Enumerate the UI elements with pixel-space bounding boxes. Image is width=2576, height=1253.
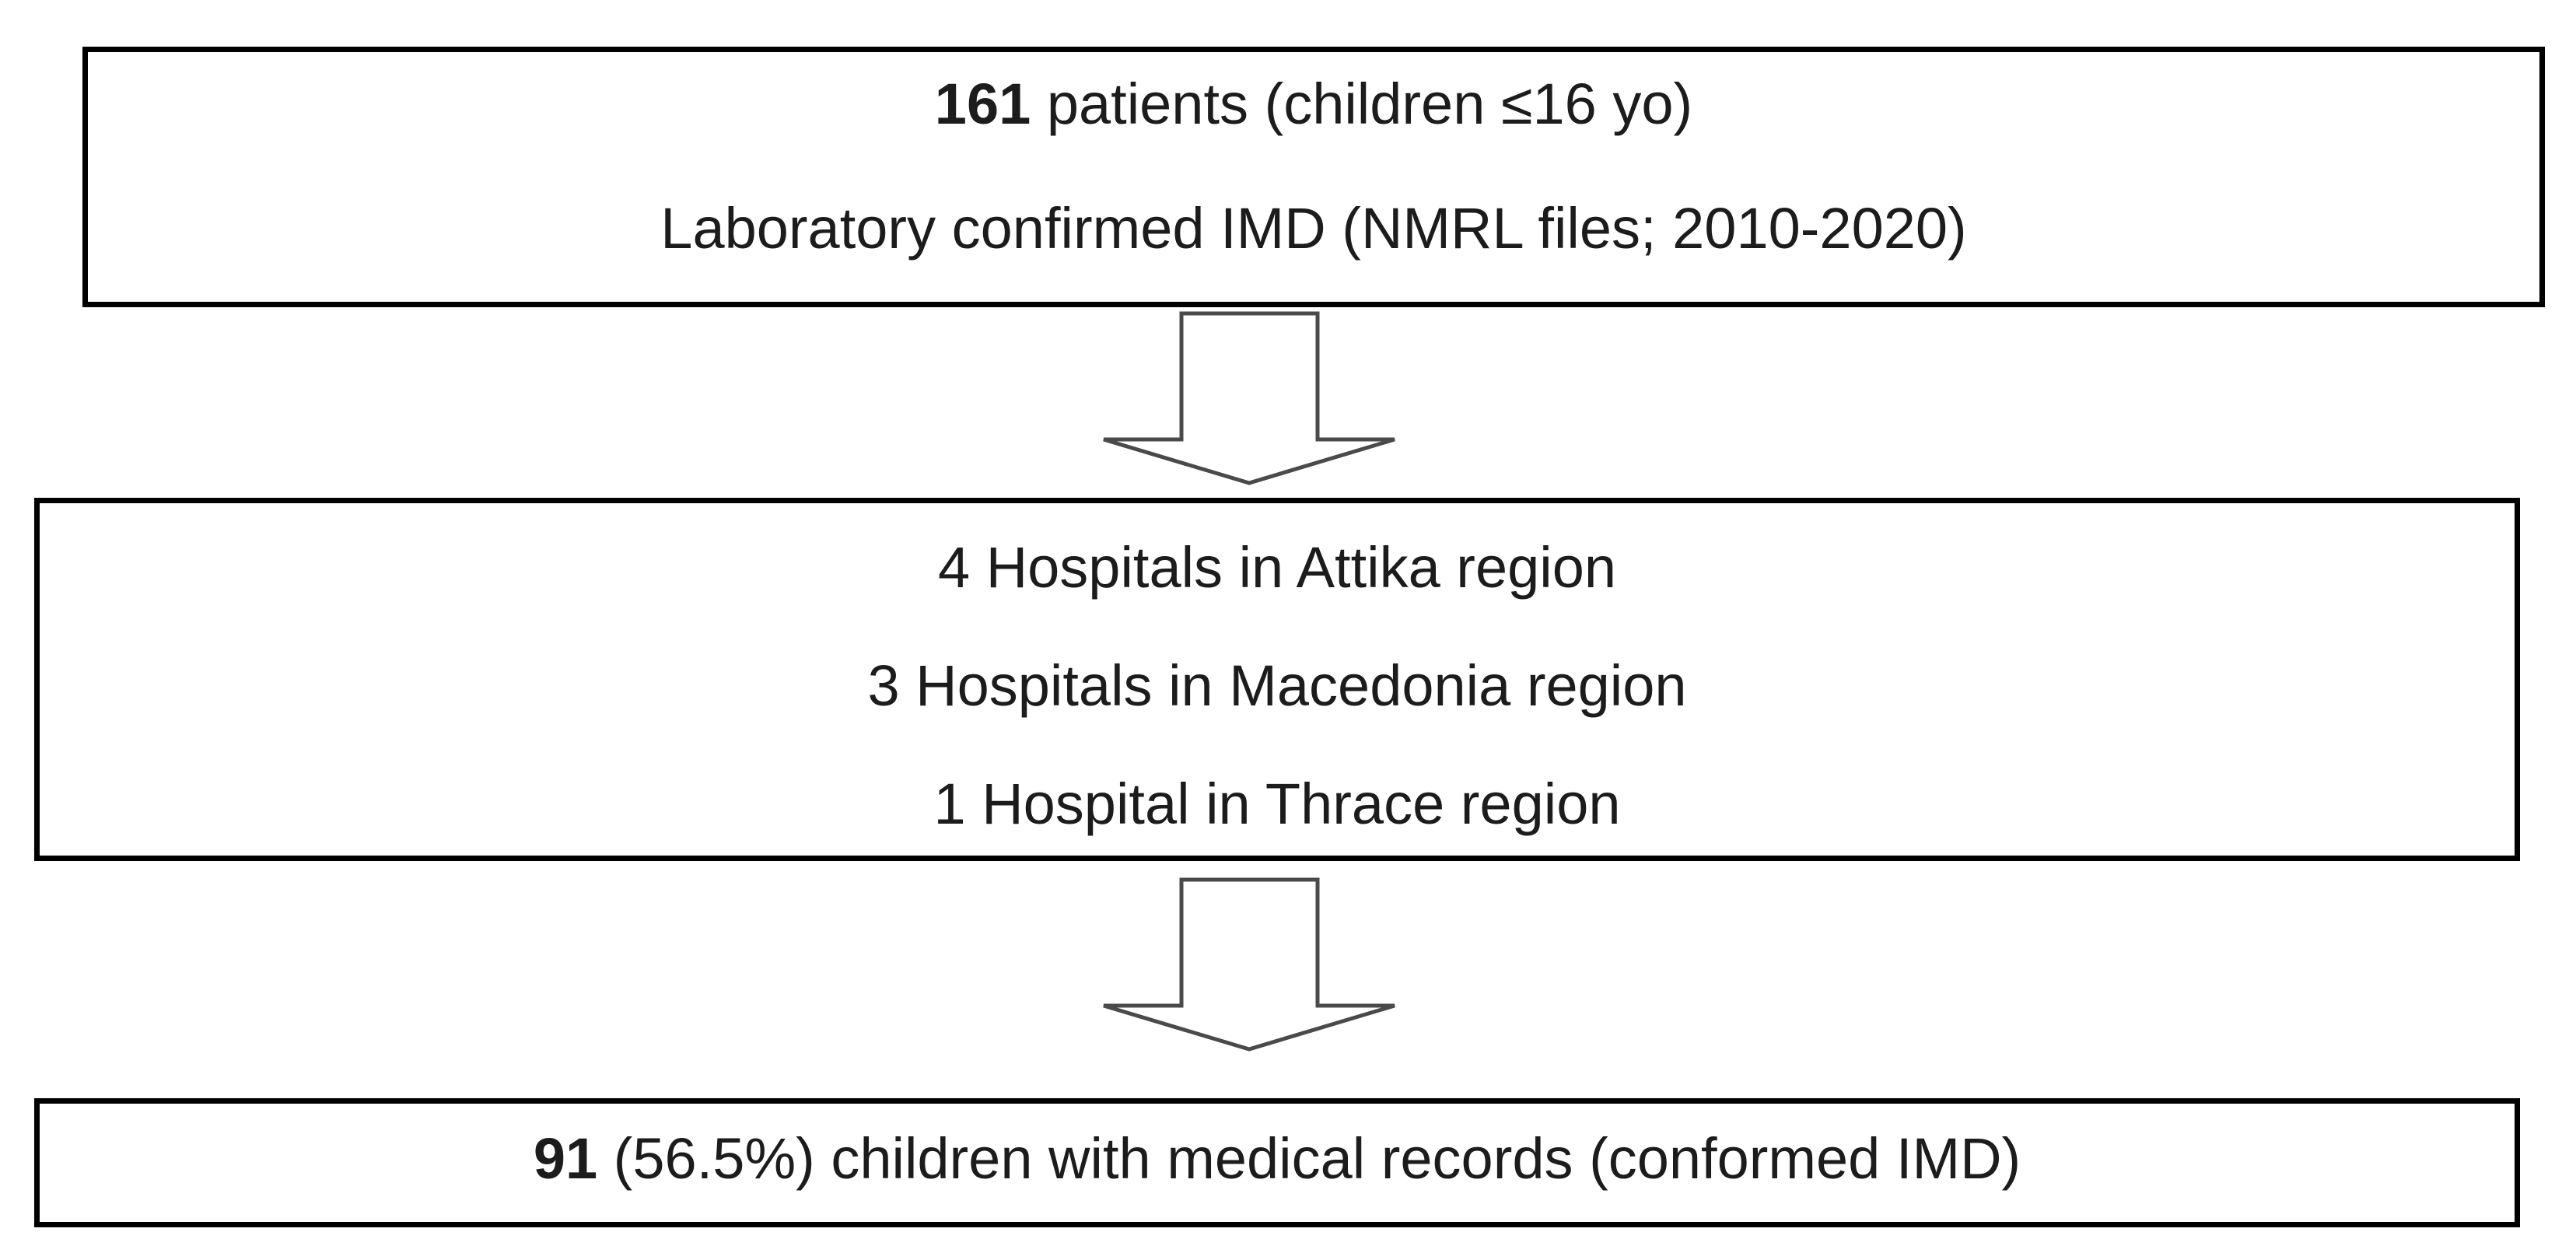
thrace-hospital-text: 1 Hospital in Thrace region — [933, 772, 1621, 836]
macedonia-hospitals-line: 3 Hospitals in Macedonia region — [40, 657, 2515, 715]
hospitals-box: 4 Hospitals in Attika region 3 Hospitals… — [34, 498, 2520, 861]
lab-confirmed-line: Laboratory confirmed IMD (NMRL files; 20… — [88, 200, 2539, 257]
patients-count-value: 161 — [934, 72, 1031, 136]
medical-records-text: (56.5%) children with medical records (c… — [597, 1126, 2021, 1191]
outcome-box: 91 (56.5%) children with medical records… — [34, 1098, 2520, 1227]
attika-hospitals-line: 4 Hospitals in Attika region — [40, 539, 2515, 597]
patients-count-text: patients (children ≤16 yo) — [1031, 72, 1693, 136]
macedonia-hospitals-text: 3 Hospitals in Macedonia region — [867, 653, 1687, 718]
lab-confirmed-text: Laboratory confirmed IMD (NMRL files; 20… — [660, 196, 1967, 261]
medical-records-line: 91 (56.5%) children with medical records… — [40, 1130, 2515, 1188]
records-count-value: 91 — [533, 1126, 598, 1191]
patients-box: 161 patients (children ≤16 yo) Laborator… — [82, 47, 2545, 307]
thrace-hospital-line: 1 Hospital in Thrace region — [40, 775, 2515, 833]
down-arrow-icon — [1103, 877, 1395, 1052]
attika-hospitals-text: 4 Hospitals in Attika region — [937, 535, 1617, 600]
patients-count-line: 161 patients (children ≤16 yo) — [88, 75, 2539, 133]
down-arrow-icon — [1103, 311, 1395, 485]
